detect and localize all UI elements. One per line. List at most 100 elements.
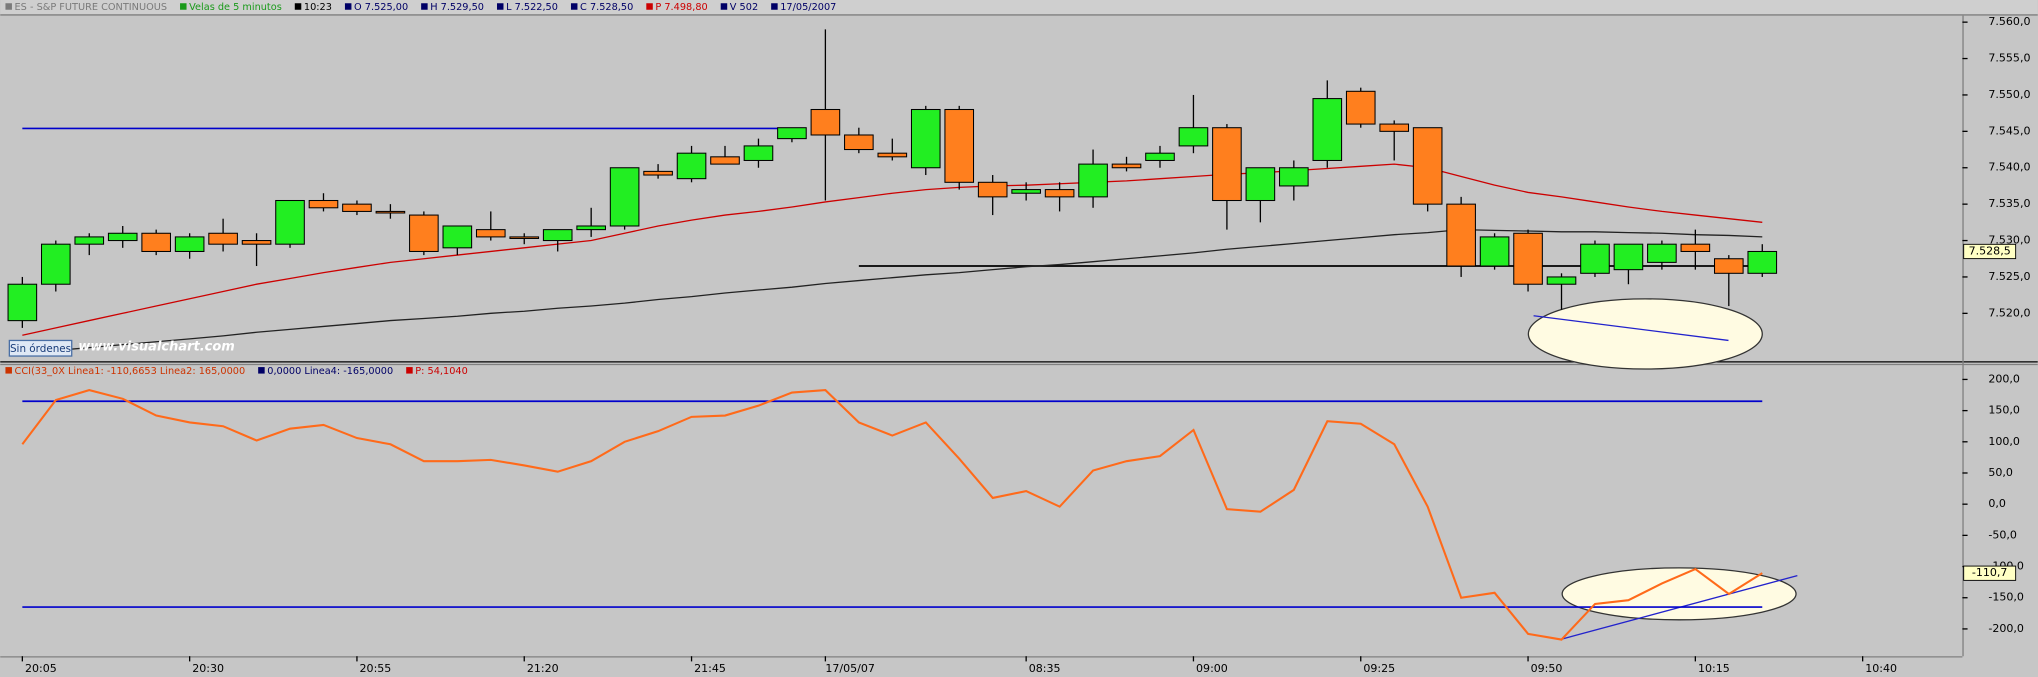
candle-body [1212, 127, 1242, 202]
y-tick-label: 100,0 [1988, 435, 2020, 448]
x-tick-label: 09:50 [1531, 662, 1563, 675]
line-series [21, 389, 1763, 641]
header-text: 10:23 [304, 2, 332, 13]
candle-body [40, 243, 71, 285]
candle-body [1479, 236, 1510, 267]
candle-body [1580, 243, 1610, 274]
y-tick-label: 50,0 [1988, 466, 2013, 479]
candle-body [174, 236, 205, 252]
y-tick-label: -50,0 [1988, 528, 2017, 541]
x-tick-label: 20:30 [192, 662, 224, 675]
candle-body [1312, 98, 1343, 161]
y-tick-label: 7.525,0 [1988, 270, 2030, 283]
candle-body [275, 199, 305, 245]
candle-body [1044, 189, 1075, 198]
header-marker [720, 3, 728, 10]
x-tick-label: 20:05 [25, 662, 57, 675]
y-tick-label: 200,0 [1988, 372, 2020, 385]
x-tick-label: 10:40 [1865, 662, 1897, 675]
candle-body [475, 229, 506, 238]
candle-body [1279, 167, 1309, 187]
candle-body [743, 145, 774, 161]
y-tick-label: 7.530,0 [1988, 234, 2030, 247]
candle-body [1011, 189, 1041, 194]
button[interactable] [8, 339, 73, 357]
y-tick-label: 7.540,0 [1988, 161, 2030, 174]
layer: ES - S&P FUTURE CONTINUOUS Velas de 5 min… [5, 2, 2030, 675]
candle-body [1145, 152, 1175, 161]
candle-body [1613, 243, 1644, 271]
x-tick-label: 08:35 [1029, 662, 1061, 675]
header-text: O 7.525,00 [354, 2, 408, 13]
candle-body [1513, 232, 1543, 285]
header-text: V 502 [730, 2, 758, 13]
candle-body [308, 199, 339, 209]
candle-body [777, 127, 807, 140]
header-text: 0,0000 Linea4: -165,0000 [267, 366, 393, 377]
header-marker [570, 3, 578, 10]
candle-body [810, 108, 841, 136]
candle-body [1647, 243, 1677, 263]
header-marker [421, 3, 428, 10]
y-tick-label: 7.520,0 [1988, 306, 2030, 319]
header-marker [258, 367, 265, 374]
header-text: H 7.529,50 [430, 2, 484, 13]
button-label[interactable]: Sin órdenes [10, 343, 71, 355]
candle-body [409, 214, 439, 252]
x-tick-label: 21:20 [527, 662, 559, 675]
y-tick-label: 150,0 [1988, 404, 2020, 417]
candle-body [1345, 90, 1376, 125]
candle-body [877, 152, 908, 158]
y-tick-label: 7.550,0 [1988, 88, 2030, 101]
x-tick-label: 21:45 [694, 662, 726, 675]
candle-body [208, 232, 238, 245]
candle-body [643, 170, 673, 176]
header-text: L 7.522,50 [506, 2, 558, 13]
x-tick-label: 17/05/07 [825, 662, 875, 675]
y-tick-label: 7.555,0 [1988, 52, 2030, 65]
watermark: www.visualchart.com [78, 339, 235, 354]
y-tick-label: 0,0 [1988, 497, 2006, 510]
candle-body [542, 229, 573, 242]
header-text: C 7.528,50 [580, 2, 633, 13]
x-tick-label: 10:15 [1698, 662, 1730, 675]
annotation-ellipse [1527, 298, 1763, 370]
candle-body [1379, 123, 1410, 132]
x-tick-label: 09:00 [1196, 662, 1228, 675]
header-text: P: 54,1040 [415, 366, 468, 377]
candle-body [74, 236, 105, 245]
candle-body [107, 232, 138, 242]
candle-body [509, 236, 540, 239]
candle-body [1412, 127, 1443, 205]
header-text: Velas de 5 minutos [189, 2, 282, 13]
trend-line [1533, 315, 1729, 342]
header-marker [771, 3, 778, 10]
y-tick-label: -150,0 [1988, 591, 2024, 604]
header-marker [5, 367, 12, 374]
header-text: P 7.498,80 [655, 2, 707, 13]
candle-body [1111, 163, 1142, 169]
candle-body [1680, 243, 1711, 252]
candle-body [576, 225, 606, 231]
candle-body [944, 108, 975, 183]
candle-body [1245, 167, 1276, 202]
candle-body [241, 240, 272, 245]
y-tick-label: 7.545,0 [1988, 124, 2030, 137]
candle-body [1078, 163, 1108, 198]
line-series [22, 163, 1763, 336]
candle-body [7, 283, 38, 322]
candle-body [676, 152, 707, 180]
candle-body [141, 232, 171, 252]
header-marker [294, 3, 302, 10]
candle-body [1747, 250, 1778, 274]
header-marker [406, 367, 413, 374]
x-tick-label: 09:25 [1363, 662, 1395, 675]
header-text: CCI(33_0X Linea1: -110,6653 Linea2: 165,… [15, 366, 246, 377]
candle-body [710, 156, 740, 165]
header-text: ES - S&P FUTURE CONTINUOUS [15, 2, 168, 13]
candle-body [1446, 203, 1476, 267]
header-marker [344, 3, 352, 10]
last-value-box [1963, 565, 2017, 581]
last-value-box [1963, 243, 2017, 260]
last-value-label: 7.528,5 [1969, 244, 2011, 257]
